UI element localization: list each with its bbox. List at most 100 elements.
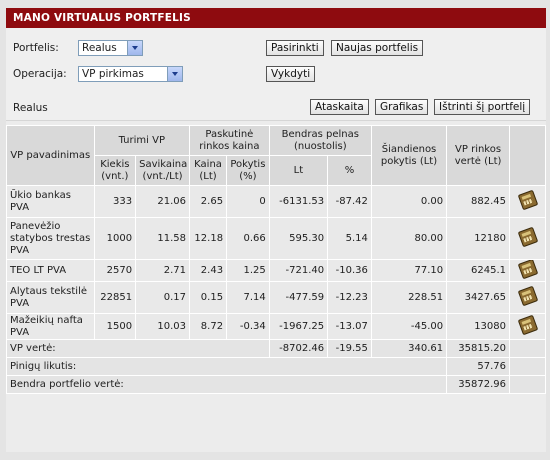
- cell-change: 0: [226, 185, 270, 218]
- holdings-table-wrap: VP pavadinimas Turimi VP Paskutinė rinko…: [5, 125, 546, 394]
- cell-change: 1.25: [226, 259, 270, 282]
- row-actions: [509, 217, 546, 260]
- calculator-icon[interactable]: [517, 260, 538, 279]
- cell-today: 80.00: [370, 217, 448, 260]
- summary-cash-row: Pinigų likutis: 57.76: [5, 357, 546, 376]
- cash-value: 57.76: [446, 357, 510, 376]
- cell-qty: 22851: [93, 281, 137, 314]
- calculator-icon[interactable]: [517, 189, 538, 210]
- delete-portfolio-button[interactable]: Ištrinti šį portfelį: [434, 99, 531, 115]
- cell-today: -45.00: [370, 313, 448, 340]
- col-header-last-price: Paskutinė rinkos kaina: [189, 125, 270, 156]
- empty-cell: [509, 375, 546, 394]
- table-row: Ūkio bankas PVA 333 21.06 2.65 0 -6131.53 -87.…: [6, 185, 546, 218]
- cell-value: 6245.1: [446, 259, 510, 282]
- cell-value: 12180: [446, 217, 510, 260]
- portfolio-panel: MANO VIRTUALUS PORTFELIS Portfelis: Real…: [5, 8, 546, 452]
- col-header-market-value: VP rinkos vertė (Lt): [446, 125, 510, 186]
- table-row: TEO LT PVA 2570 2.71 2.43 1.25 -721.40 -10.36 7…: [6, 259, 546, 282]
- chevron-down-icon[interactable]: [167, 67, 182, 81]
- cell-profit-lt: -721.40: [268, 259, 329, 282]
- cell-profit-lt: 595.30: [268, 217, 329, 260]
- table-row: Mažeikių nafta PVA 1500 10.03 8.72 -0.34 -196…: [6, 313, 546, 340]
- calculator-icon[interactable]: [517, 314, 538, 335]
- cell-price: 0.15: [189, 281, 228, 314]
- execute-button[interactable]: Vykdyti: [266, 66, 316, 82]
- cell-cost: 0.17: [135, 281, 191, 314]
- vp-today-change: 340.61: [370, 339, 448, 358]
- col-header-holdings: Turimi VP: [93, 125, 191, 156]
- cell-cost: 11.58: [135, 217, 191, 260]
- cell-price: 12.18: [189, 217, 228, 260]
- cell-cost: 2.71: [135, 259, 191, 282]
- cell-profit-pct: -13.07: [327, 313, 372, 340]
- select-portfolio-button[interactable]: Pasirinkti: [266, 40, 324, 56]
- table-row: Panevėžio statybos trestas PVA 1000 11.58 1…: [6, 217, 546, 260]
- col-header-actions: [509, 125, 546, 186]
- cell-change: -0.34: [226, 313, 270, 340]
- vp-value-label: VP vertė:: [6, 339, 270, 358]
- total-value: 35872.96: [446, 375, 510, 394]
- page-title: MANO VIRTUALUS PORTFELIS: [6, 8, 546, 28]
- operation-select-value: VP pirkimas: [82, 68, 144, 80]
- col-header-profit: Bendras pelnas (nuostolis): [268, 125, 372, 156]
- cell-name: Mažeikių nafta PVA: [6, 313, 95, 340]
- new-portfolio-button[interactable]: Naujas portfelis: [331, 40, 424, 56]
- cell-change: 0.66: [226, 217, 270, 260]
- calculator-icon[interactable]: [517, 226, 538, 247]
- table-row: Alytaus tekstilė PVA 22851 0.17 0.15 7.14 -47…: [6, 281, 546, 314]
- cell-cost: 21.06: [135, 185, 191, 218]
- charts-button[interactable]: Grafikas: [375, 99, 429, 115]
- cell-change: 7.14: [226, 281, 270, 314]
- row-actions: [509, 281, 546, 314]
- cell-price: 8.72: [189, 313, 228, 340]
- portfolio-form: Portfelis: Realus Pasirinkti Naujas port…: [6, 28, 546, 99]
- operation-select[interactable]: VP pirkimas: [78, 66, 183, 82]
- cell-profit-lt: -477.59: [268, 281, 329, 314]
- total-label: Bendra portfelio vertė:: [5, 375, 448, 394]
- cell-name: Panevėžio statybos trestas PVA: [6, 217, 95, 260]
- portfolio-bar: Realus Ataskaita Grafikas Ištrinti šį po…: [6, 96, 546, 121]
- cell-today: 0.00: [370, 185, 448, 218]
- col-header-qty: Kiekis (vnt.): [93, 155, 137, 186]
- holdings-table: VP pavadinimas Turimi VP Paskutinė rinko…: [5, 125, 546, 394]
- portfolio-select[interactable]: Realus: [78, 40, 143, 56]
- cell-profit-pct: -12.23: [327, 281, 372, 314]
- calculator-icon[interactable]: [517, 285, 538, 306]
- row-actions: [509, 313, 546, 340]
- col-header-profit-lt: Lt: [268, 155, 329, 186]
- portfolio-label: Portfelis:: [13, 42, 59, 54]
- col-header-cost: Savikaina (vnt./Lt): [135, 155, 191, 186]
- cell-qty: 1500: [93, 313, 137, 340]
- cell-value: 882.45: [446, 185, 510, 218]
- cell-profit-pct: -10.36: [327, 259, 372, 282]
- cell-profit-pct: 5.14: [327, 217, 372, 260]
- portfolio-name: Realus: [13, 102, 48, 114]
- col-header-profit-pct: %: [327, 155, 372, 186]
- col-header-price: Kaina (Lt): [189, 155, 228, 186]
- cell-today: 77.10: [370, 259, 448, 282]
- cell-qty: 333: [93, 185, 137, 218]
- cell-name: TEO LT PVA: [6, 259, 95, 282]
- cell-name: Alytaus tekstilė PVA: [6, 281, 95, 314]
- summary-total-row: Bendra portfelio vertė: 35872.96: [5, 375, 546, 394]
- chevron-down-icon[interactable]: [127, 41, 142, 55]
- operation-label: Operacija:: [13, 68, 67, 80]
- summary-vp-row: VP vertė: -8702.46 -19.55 340.61 35815.2…: [6, 339, 546, 358]
- cell-qty: 1000: [93, 217, 137, 260]
- cell-today: 228.51: [370, 281, 448, 314]
- cash-label: Pinigų likutis:: [5, 357, 448, 376]
- col-header-today: Šiandienos pokytis (Lt): [370, 125, 448, 186]
- vp-profit-lt: -8702.46: [268, 339, 329, 358]
- report-button[interactable]: Ataskaita: [310, 99, 369, 115]
- vp-profit-pct: -19.55: [327, 339, 372, 358]
- col-header-change: Pokytis (%): [226, 155, 270, 186]
- row-actions: [509, 259, 546, 282]
- cell-price: 2.43: [189, 259, 228, 282]
- empty-cell: [509, 357, 546, 376]
- col-header-name: VP pavadinimas: [6, 125, 95, 186]
- cell-profit-pct: -87.42: [327, 185, 372, 218]
- cell-profit-lt: -1967.25: [268, 313, 329, 340]
- vp-market-value: 35815.20: [446, 339, 510, 358]
- empty-cell: [509, 339, 546, 358]
